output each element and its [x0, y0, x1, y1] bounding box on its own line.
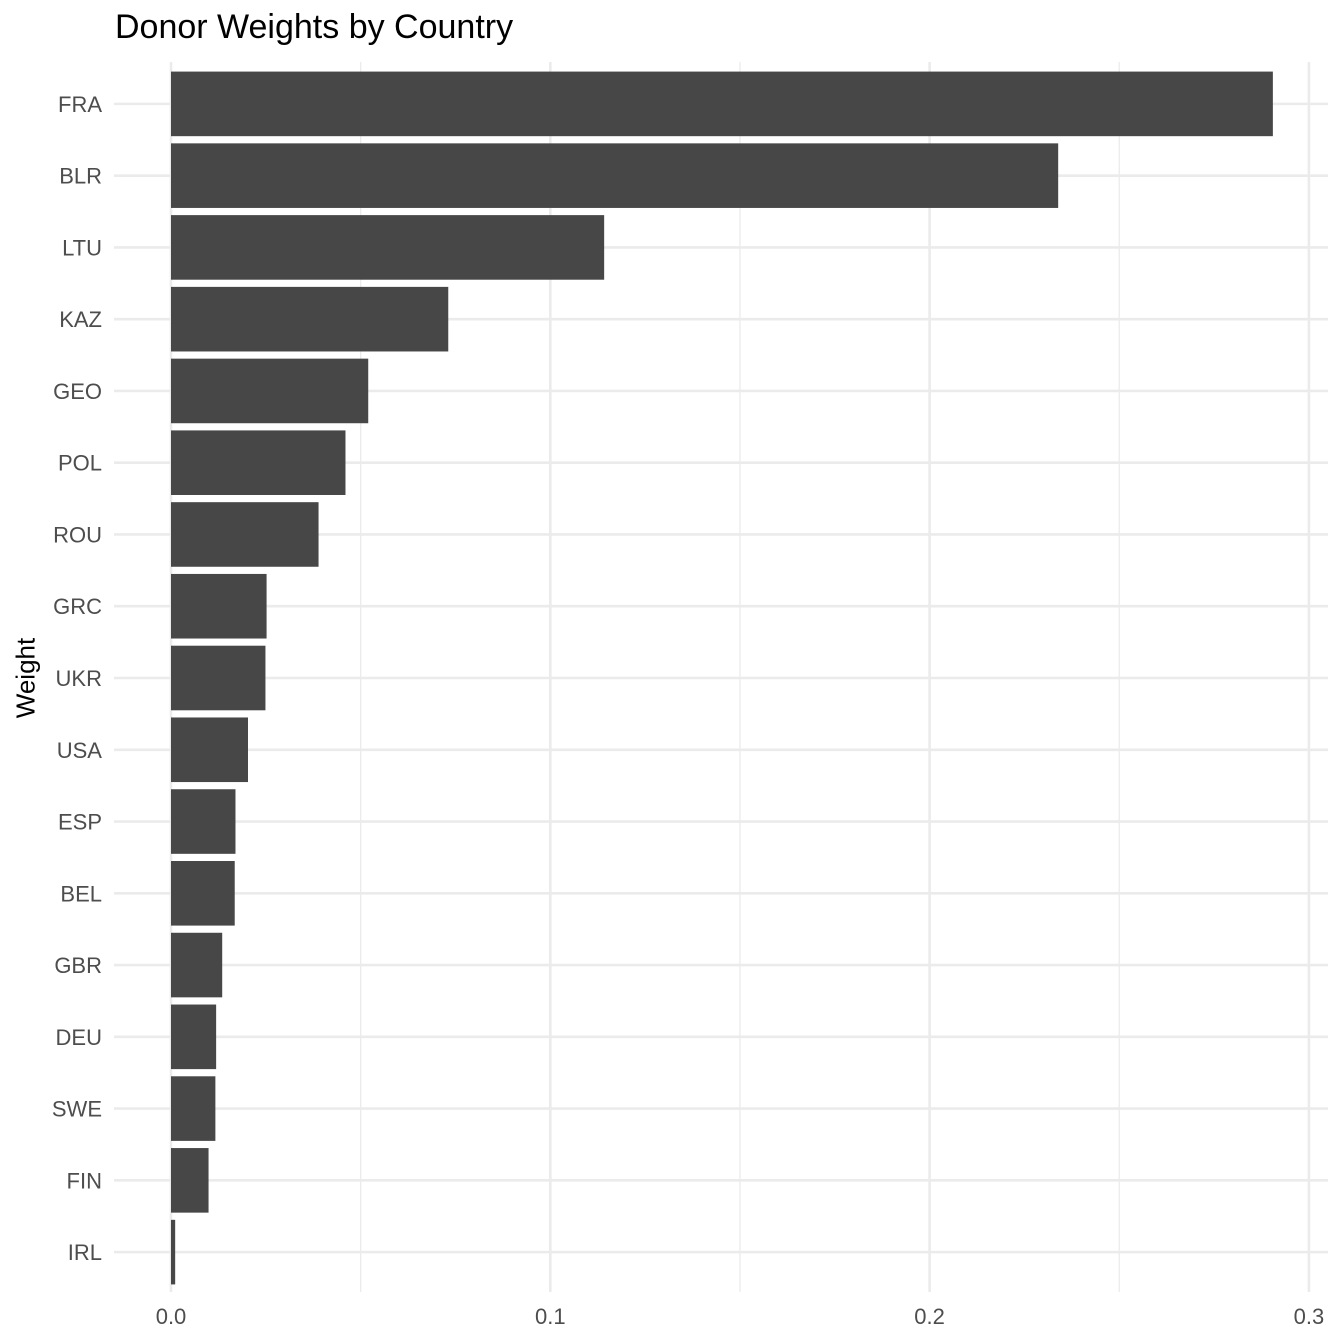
x-tick-label: 0.0: [156, 1304, 187, 1329]
y-tick-label-pol: POL: [58, 451, 102, 476]
y-tick-label-usa: USA: [57, 738, 103, 763]
bar-deu: [171, 1004, 217, 1070]
bar-fra: [171, 71, 1273, 137]
y-tick-label-deu: DEU: [56, 1025, 102, 1050]
y-tick-label-blr: BLR: [59, 164, 102, 189]
bar-usa: [171, 717, 248, 783]
bar-grc: [171, 573, 267, 639]
bar-ltu: [171, 215, 605, 280]
y-tick-label-grc: GRC: [53, 594, 102, 619]
y-tick-label-gbr: GBR: [54, 953, 102, 978]
x-tick-label: 0.1: [535, 1304, 566, 1329]
y-tick-label-geo: GEO: [53, 379, 102, 404]
y-tick-label-esp: ESP: [58, 810, 102, 835]
x-tick-label: 0.2: [914, 1304, 945, 1329]
bar-geo: [171, 358, 369, 424]
y-tick-label-fra: FRA: [58, 92, 102, 117]
bar-irl: [171, 1219, 176, 1285]
bar-kaz: [171, 286, 449, 352]
bar-blr: [171, 143, 1059, 208]
chart-title: Donor Weights by Country: [115, 8, 514, 46]
y-tick-label-rou: ROU: [53, 522, 102, 547]
bar-esp: [171, 789, 236, 854]
x-axis-labels: 0.0 0.1 0.2 0.3: [156, 1304, 1324, 1329]
bars: [171, 71, 1273, 1285]
bar-pol: [171, 430, 346, 495]
y-tick-label-swe: SWE: [52, 1097, 102, 1122]
y-tick-label-ukr: UKR: [56, 666, 102, 691]
x-tick-label: 0.3: [1294, 1304, 1325, 1329]
y-tick-label-fin: FIN: [67, 1168, 102, 1193]
bar-fin: [171, 1148, 209, 1213]
y-tick-label-irl: IRL: [68, 1240, 102, 1265]
bar-ukr: [171, 645, 266, 711]
bar-bel: [171, 861, 235, 926]
y-tick-label-ltu: LTU: [62, 235, 102, 260]
y-tick-label-kaz: KAZ: [59, 307, 102, 332]
bar-swe: [171, 1076, 216, 1141]
bar-gbr: [171, 932, 223, 998]
bar-rou: [171, 502, 319, 567]
y-tick-label-bel: BEL: [60, 881, 102, 906]
y-axis-labels: FRA BLR LTU KAZ GEO POL ROU GRC UKR USA ESP BEL GBR D…: [52, 92, 102, 1265]
